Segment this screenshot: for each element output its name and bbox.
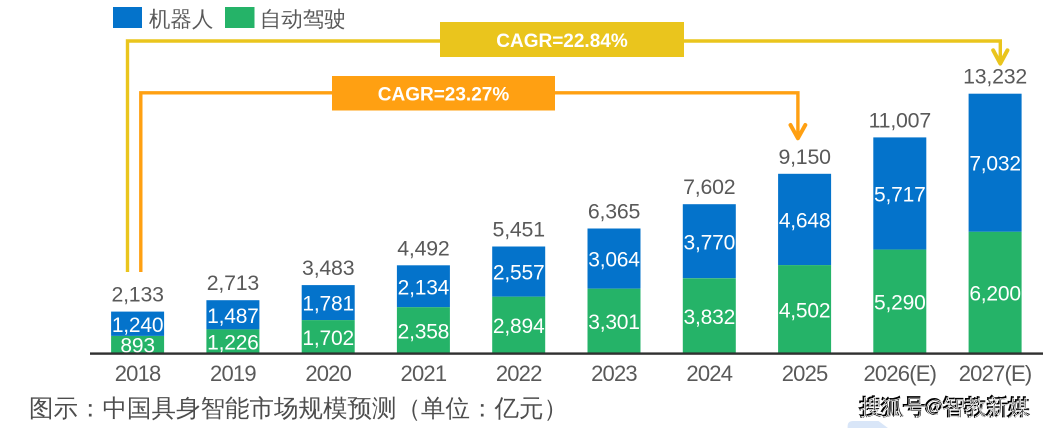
svg-text:7,602: 7,602 xyxy=(683,175,735,199)
svg-text:2025: 2025 xyxy=(782,361,828,386)
svg-text:2020: 2020 xyxy=(305,361,351,386)
svg-text:3,770: 3,770 xyxy=(684,231,736,254)
svg-text:5,290: 5,290 xyxy=(874,292,926,315)
svg-text:2019: 2019 xyxy=(210,361,256,386)
svg-text:1,226: 1,226 xyxy=(207,332,259,355)
svg-text:1,487: 1,487 xyxy=(207,305,259,328)
svg-text:3,301: 3,301 xyxy=(588,311,640,334)
svg-text:2,133: 2,133 xyxy=(111,283,163,307)
svg-text:13,232: 13,232 xyxy=(963,65,1027,89)
svg-text:4,502: 4,502 xyxy=(779,299,831,322)
svg-text:5,451: 5,451 xyxy=(493,218,545,242)
svg-text:2,134: 2,134 xyxy=(398,276,450,299)
svg-text:CAGR=23.27%: CAGR=23.27% xyxy=(378,85,510,106)
svg-text:2022: 2022 xyxy=(496,361,542,386)
svg-text:2026(E): 2026(E) xyxy=(863,361,936,386)
svg-text:1,781: 1,781 xyxy=(302,293,354,316)
svg-text:2024: 2024 xyxy=(686,361,732,386)
svg-text:3,832: 3,832 xyxy=(684,306,736,329)
svg-text:9,150: 9,150 xyxy=(778,145,831,169)
svg-text:4,648: 4,648 xyxy=(779,210,831,233)
svg-text:4,492: 4,492 xyxy=(397,236,449,260)
svg-text:5,717: 5,717 xyxy=(874,184,926,207)
svg-text:2,358: 2,358 xyxy=(398,320,450,343)
svg-text:1,702: 1,702 xyxy=(302,327,354,350)
svg-text:1,240: 1,240 xyxy=(112,314,164,337)
svg-text:2018: 2018 xyxy=(115,361,161,386)
svg-text:7,032: 7,032 xyxy=(969,153,1021,176)
svg-text:2021: 2021 xyxy=(401,361,447,386)
svg-text:2027(E): 2027(E) xyxy=(959,361,1032,386)
svg-text:11,007: 11,007 xyxy=(869,108,931,132)
svg-text:6,365: 6,365 xyxy=(588,200,640,224)
svg-text:2,557: 2,557 xyxy=(493,262,545,285)
svg-text:2,713: 2,713 xyxy=(207,271,259,295)
svg-text:2023: 2023 xyxy=(591,361,637,386)
svg-text:3,483: 3,483 xyxy=(302,256,354,280)
svg-text:3,064: 3,064 xyxy=(588,249,640,272)
svg-text:893: 893 xyxy=(120,335,154,358)
svg-text:2,894: 2,894 xyxy=(493,315,545,338)
svg-text:CAGR=22.84%: CAGR=22.84% xyxy=(496,31,628,52)
svg-text:6,200: 6,200 xyxy=(969,283,1021,306)
